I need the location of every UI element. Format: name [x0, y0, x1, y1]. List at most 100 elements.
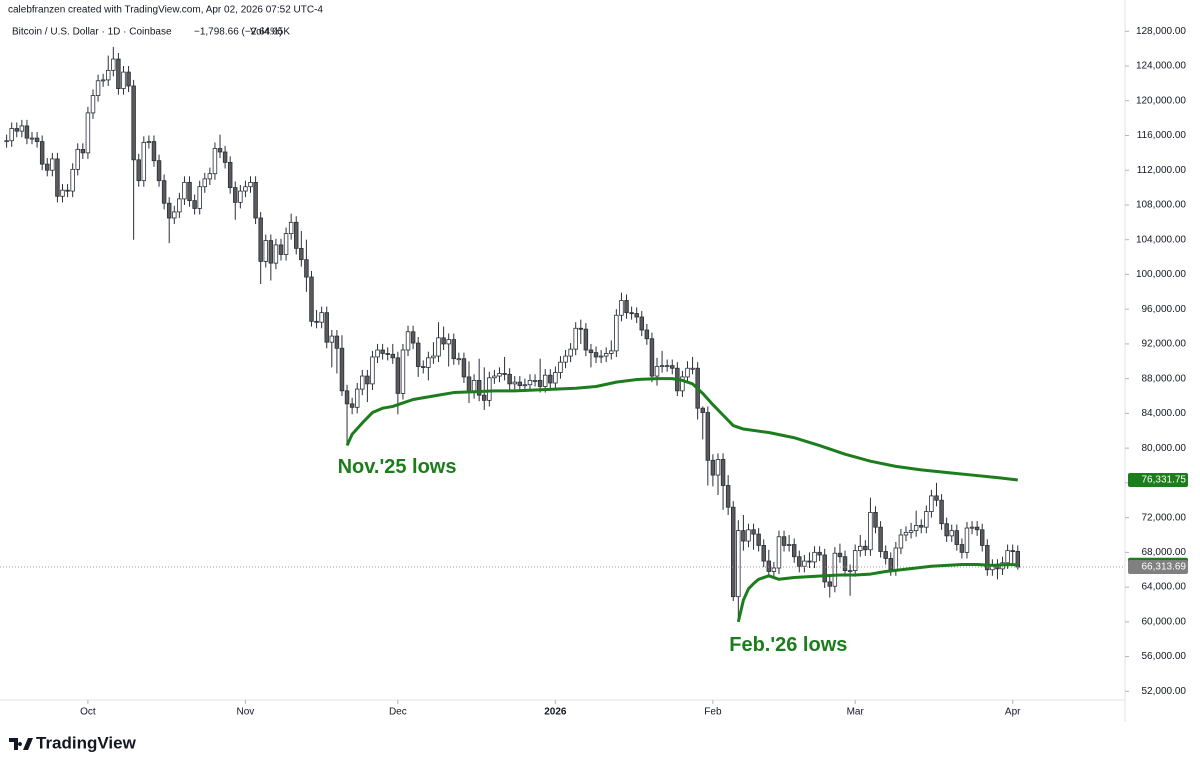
logo-icon [9, 738, 33, 750]
y-tick-label: 128,000.00 [1136, 26, 1186, 37]
candle-body [659, 365, 665, 368]
candle-body [700, 407, 705, 413]
candle-body [771, 567, 777, 572]
candle-body [131, 85, 136, 161]
candle-body [370, 356, 375, 385]
candle-body [288, 221, 294, 235]
candle-body [253, 181, 258, 219]
candle-body [548, 374, 553, 384]
candle-body [283, 233, 289, 255]
candle-body [802, 560, 807, 567]
x-tick-label: Apr [1005, 707, 1021, 718]
candle-body [136, 159, 141, 182]
y-tick-label: 88,000.00 [1142, 373, 1187, 384]
candle-body [65, 189, 70, 192]
candle-body [410, 331, 416, 344]
candle-body [19, 125, 25, 132]
candle-body [974, 526, 980, 531]
candle-body [268, 240, 274, 264]
y-tick-label: 100,000.00 [1136, 269, 1186, 280]
candle-body [415, 342, 421, 367]
candle-body [898, 534, 904, 549]
candle-body [553, 372, 558, 384]
candle-body [354, 388, 360, 408]
candle-body [502, 373, 507, 375]
candle-body [939, 499, 944, 525]
logo-text: TradingView [36, 733, 137, 752]
credit: calebfranzen created with TradingView.co… [8, 5, 323, 16]
candle-body [273, 244, 279, 264]
candle-body [517, 381, 523, 387]
candle-body [431, 355, 436, 359]
candle-body [405, 331, 411, 351]
y-tick-label: 68,000.00 [1142, 547, 1187, 558]
candle-body [558, 361, 563, 373]
y-tick-label: 112,000.00 [1137, 165, 1187, 176]
candle-body [146, 141, 152, 143]
candle-body [985, 545, 990, 571]
candle-body [532, 379, 538, 382]
candle-body [278, 244, 284, 255]
candle-body [654, 366, 660, 377]
candle-body [161, 180, 167, 204]
candle-body [609, 350, 614, 354]
candle-body [822, 554, 827, 583]
candle-body [741, 530, 746, 542]
candle-body [507, 373, 512, 385]
candle-body [324, 312, 329, 343]
candle-body [126, 71, 131, 87]
candle-body [243, 186, 248, 192]
y-tick-label: 84,000.00 [1142, 408, 1187, 419]
x-tick-label: Feb [704, 707, 722, 718]
candle-body [751, 529, 756, 535]
candle-body [227, 162, 233, 188]
candle-body [639, 316, 644, 331]
candle-body [207, 173, 213, 180]
candle-body [832, 552, 838, 587]
candles [4, 46, 1021, 622]
x-tick-label: 2026 [544, 707, 567, 718]
candle-body [380, 349, 385, 354]
candle-body [715, 459, 721, 476]
candle-body [736, 530, 741, 598]
logo: TradingView [9, 733, 137, 752]
y-tick-label: 124,000.00 [1136, 61, 1186, 72]
candle-body [563, 355, 568, 363]
candle-body [781, 536, 787, 546]
candle-body [24, 125, 30, 139]
candle-body [847, 570, 853, 572]
candle-body [14, 128, 19, 132]
candle-body [512, 381, 517, 385]
candle-body [797, 556, 802, 567]
candle-body [670, 365, 675, 369]
candle-body [172, 211, 177, 219]
candle-body [664, 365, 670, 368]
candle-body [314, 320, 319, 323]
candle-body [873, 512, 878, 528]
candle-body [400, 349, 406, 394]
candle-body [151, 141, 157, 162]
y-tick-label: 108,000.00 [1136, 200, 1186, 211]
candle-body [441, 337, 446, 345]
candle-body [55, 158, 60, 197]
candle-body [70, 168, 75, 192]
y-tick-label: 96,000.00 [1142, 304, 1187, 315]
candle-body [868, 512, 873, 551]
candle-body [979, 529, 985, 546]
candle-body [710, 459, 716, 476]
candle-body [299, 247, 304, 261]
candle-body [344, 390, 350, 405]
candle-body [583, 328, 589, 351]
price-label-box [1128, 560, 1188, 575]
candle-body [888, 558, 893, 571]
x-tick-label: Oct [80, 707, 96, 718]
candle-body [4, 140, 9, 143]
candle-body [644, 329, 650, 340]
y-tick-label: 60,000.00 [1142, 616, 1187, 627]
candle-body [385, 353, 390, 355]
candle-body [949, 530, 954, 537]
candle-body [944, 523, 949, 537]
